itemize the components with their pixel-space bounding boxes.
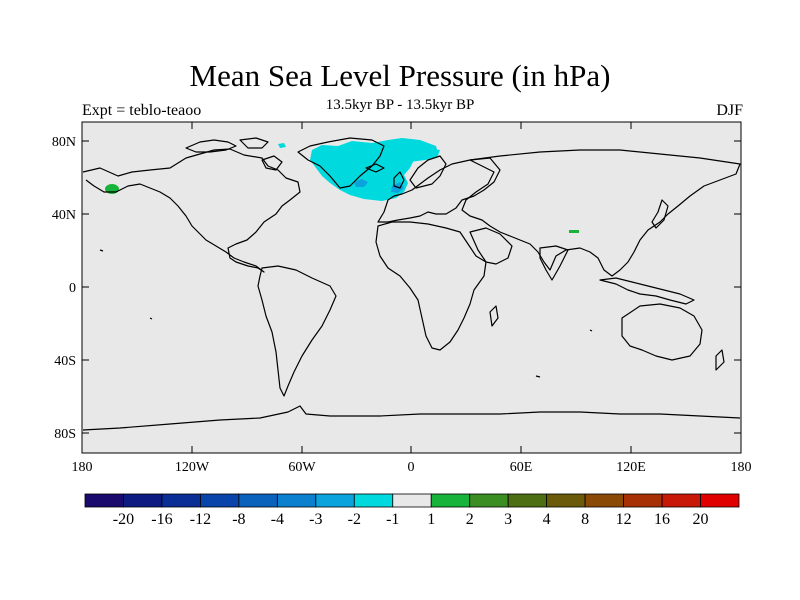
longitude-axis — [81, 122, 742, 453]
coast-australia — [621, 303, 703, 361]
lat-label: 40S — [54, 354, 76, 369]
colorbar-swatch — [200, 493, 240, 508]
colorbar-label: 8 — [581, 511, 589, 528]
colorbar: -20 -16 -12 -8 -4 -3 -2 -1 1 2 3 4 8 12 16 20 — [84, 493, 740, 528]
colorbar-swatch — [469, 493, 509, 508]
lon-label: 180 — [72, 460, 93, 475]
colorbar-swatch — [430, 493, 471, 508]
colorbar-swatch — [353, 493, 394, 508]
colorbar-label: 2 — [466, 511, 474, 528]
coast-small-islands — [99, 249, 593, 378]
colorbar-swatch — [161, 493, 201, 508]
latitude-labels: 80N 40N 0 40S 80S — [52, 135, 76, 442]
coast-south-america — [257, 265, 337, 397]
negative-anomaly-small-patch — [278, 143, 286, 148]
colorbar-label: -16 — [151, 511, 172, 528]
coast-scandinavia — [409, 155, 447, 189]
coast-north-america — [82, 148, 301, 273]
lon-label: 120W — [175, 460, 210, 475]
colorbar-swatch — [84, 493, 124, 508]
colorbar-label: -1 — [386, 511, 399, 528]
map-subtitle: 13.5kyr BP - 13.5kyr BP — [325, 97, 475, 113]
lat-label: 40N — [52, 208, 76, 223]
lat-label: 80N — [52, 135, 76, 150]
lon-label: 60E — [510, 460, 533, 475]
coast-asia — [461, 149, 741, 277]
lat-label: 0 — [69, 281, 76, 296]
coast-se-asia-islands — [599, 277, 695, 305]
coast-europe — [377, 157, 501, 223]
coast-india — [539, 245, 569, 281]
colorbar-label: -3 — [309, 511, 322, 528]
coast-uk — [393, 171, 405, 189]
map-title: Mean Sea Level Pressure (in hPa) — [189, 58, 611, 93]
anomaly-shading — [105, 138, 579, 233]
coast-antarctica — [82, 405, 741, 431]
season-label: DJF — [716, 102, 743, 119]
colorbar-swatch — [238, 493, 278, 508]
coast-arabia — [469, 227, 513, 265]
coast-new-zealand — [715, 349, 725, 371]
coast-arctic-islands — [185, 137, 283, 171]
colorbar-label: 12 — [616, 511, 632, 528]
map-panel: 80N 40N 0 40S 80S 180 120W 60W 0 60E — [52, 121, 752, 475]
colorbar-swatch — [507, 493, 548, 508]
colorbar-swatch — [623, 493, 663, 508]
colorbar-label: -12 — [190, 511, 211, 528]
coast-japan — [651, 199, 669, 229]
colorbar-label: -20 — [113, 511, 134, 528]
colorbar-label: -8 — [232, 511, 245, 528]
coast-madagascar — [489, 305, 499, 327]
lon-label: 120E — [616, 460, 646, 475]
colorbar-swatch — [700, 493, 740, 508]
coastlines — [82, 137, 741, 431]
experiment-label: Expt = teblo-teaoo — [82, 102, 202, 119]
lon-label: 180 — [731, 460, 752, 475]
colorbar-swatch — [276, 493, 317, 508]
strong-negative-core — [354, 179, 368, 187]
colorbar-label: -4 — [271, 511, 284, 528]
negative-anomaly-scandinavia — [400, 148, 440, 162]
colorbar-swatch — [315, 493, 355, 508]
colorbar-swatch — [123, 493, 163, 508]
map-background — [82, 122, 741, 453]
lat-label: 80S — [54, 427, 76, 442]
colorbar-swatch — [392, 493, 432, 508]
latitude-axis — [82, 140, 741, 434]
colorbar-label: 1 — [427, 511, 435, 528]
longitude-labels: 180 120W 60W 0 60E 120E 180 — [72, 460, 752, 475]
colorbar-label: 4 — [543, 511, 551, 528]
colorbar-swatch — [661, 493, 701, 508]
colorbar-swatch — [546, 493, 586, 508]
lon-label: 60W — [288, 460, 316, 475]
colorbar-swatch — [584, 493, 624, 508]
coast-africa — [375, 221, 487, 351]
colorbar-label: 20 — [693, 511, 709, 528]
coast-iceland — [365, 163, 385, 173]
positive-anomaly-tibet — [569, 230, 579, 233]
colorbar-label: -2 — [348, 511, 361, 528]
lon-label: 0 — [408, 460, 415, 475]
colorbar-label: 3 — [504, 511, 512, 528]
colorbar-label: 16 — [654, 511, 670, 528]
